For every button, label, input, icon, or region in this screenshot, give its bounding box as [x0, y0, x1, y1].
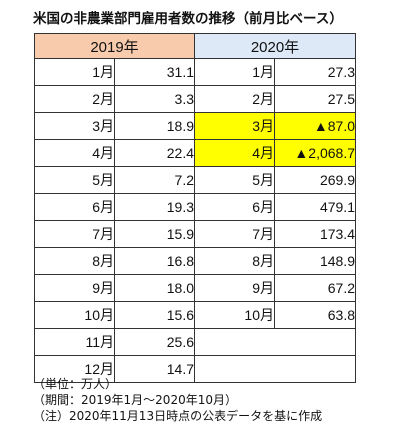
- value-2020-cell: ▲87.0: [274, 112, 356, 140]
- month-2019-cell: 6月: [34, 193, 115, 221]
- table-row: 3月 18.9 3月 ▲87.0: [34, 112, 356, 140]
- table-body: 1月 31.1 1月 27.3 2月 3.3 2月 27.5 3月 18.9 3月 ▲87.0 4月 22…: [34, 58, 356, 383]
- value-2020-cell: 479.1: [274, 193, 356, 221]
- value-2020-cell: 67.2: [274, 274, 356, 302]
- table-row: 8月 16.8 8月 148.9: [34, 247, 356, 275]
- value-2019-cell: 15.9: [114, 220, 195, 248]
- table-row: 5月 7.2 5月 269.9: [34, 166, 356, 194]
- header-2020: 2020年: [194, 33, 356, 59]
- table-row: 4月 22.4 4月 ▲2,068.7: [34, 139, 356, 167]
- value-2019-cell: 19.3: [114, 193, 195, 221]
- month-2020-cell: 10月: [194, 301, 275, 329]
- notes: （単位：万人） （期間：2019年1月～2020年10月） （注）2020年11…: [33, 376, 322, 424]
- month-2020-cell: 6月: [194, 193, 275, 221]
- month-2020-cell: 5月: [194, 166, 275, 194]
- value-2020-cell: 173.4: [274, 220, 356, 248]
- header-2019: 2019年: [34, 33, 195, 59]
- month-2019-cell: 2月: [34, 85, 115, 113]
- table-row: 9月 18.0 9月 67.2: [34, 274, 356, 302]
- month-2020-cell: 2月: [194, 85, 275, 113]
- table-header-row: 2019年 2020年: [34, 33, 356, 59]
- value-2019-cell: 7.2: [114, 166, 195, 194]
- value-2020-cell: 269.9: [274, 166, 356, 194]
- value-2019-cell: 18.9: [114, 112, 195, 140]
- month-2020-cell: 9月: [194, 274, 275, 302]
- value-2020-cell: ▲2,068.7: [274, 139, 356, 167]
- month-2019-cell: 11月: [34, 328, 115, 356]
- month-2019-cell: 7月: [34, 220, 115, 248]
- value-2019-cell: 18.0: [114, 274, 195, 302]
- value-2019-cell: 25.6: [114, 328, 195, 356]
- month-2019-cell: 10月: [34, 301, 115, 329]
- month-2020-cell: 4月: [194, 139, 275, 167]
- value-2020-cell: 27.5: [274, 85, 356, 113]
- value-2019-cell: 3.3: [114, 85, 195, 113]
- month-2019-cell: 5月: [34, 166, 115, 194]
- table-title: 米国の非農業部門雇用者数の推移（前月比ベース）: [33, 11, 343, 27]
- value-2020-cell: 63.8: [274, 301, 356, 329]
- table-row: 10月 15.6 10月 63.8: [34, 301, 356, 329]
- month-2020-cell: 8月: [194, 247, 275, 275]
- month-2019-cell: 3月: [34, 112, 115, 140]
- table-row: 1月 31.1 1月 27.3: [34, 58, 356, 86]
- empty-cell: [194, 328, 356, 356]
- table-row: 11月 25.6: [34, 328, 356, 356]
- table-row: 7月 15.9 7月 173.4: [34, 220, 356, 248]
- note-unit: （単位：万人）: [33, 377, 118, 391]
- month-2019-cell: 1月: [34, 58, 115, 86]
- value-2019-cell: 22.4: [114, 139, 195, 167]
- value-2019-cell: 16.8: [114, 247, 195, 275]
- month-2020-cell: 7月: [194, 220, 275, 248]
- month-2019-cell: 12月: [34, 355, 115, 383]
- month-2019-cell: 9月: [34, 274, 115, 302]
- value-2019-cell: 31.1: [114, 58, 195, 86]
- month-2019-cell: 4月: [34, 139, 115, 167]
- month-2020-cell: 1月: [194, 58, 275, 86]
- month-2020-cell: 3月: [194, 112, 275, 140]
- table-row: 2月 3.3 2月 27.5: [34, 85, 356, 113]
- empty-cell: [194, 355, 356, 383]
- value-2020-cell: 27.3: [274, 58, 356, 86]
- value-2019-cell: 14.7: [114, 355, 195, 383]
- month-2019-cell: 8月: [34, 247, 115, 275]
- value-2020-cell: 148.9: [274, 247, 356, 275]
- value-2019-cell: 15.6: [114, 301, 195, 329]
- employment-table: 2019年 2020年 1月 31.1 1月 27.3 2月 3.3 2月 27.5 3月 18.…: [34, 33, 356, 383]
- note-source: （注）2020年11月13日時点の公表データを基に作成: [33, 409, 323, 423]
- table-row: 12月 14.7: [34, 355, 356, 383]
- table-row: 6月 19.3 6月 479.1: [34, 193, 356, 221]
- note-period: （期間：2019年1月～2020年10月）: [33, 393, 237, 407]
